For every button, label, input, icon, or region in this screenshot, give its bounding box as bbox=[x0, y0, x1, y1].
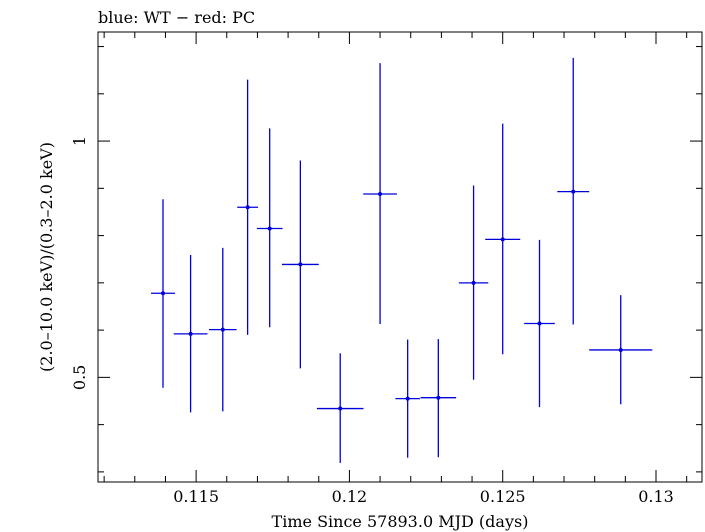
data-point bbox=[208, 247, 237, 412]
data-point bbox=[256, 128, 283, 328]
point-marker bbox=[405, 396, 410, 401]
chart-title: blue: WT − red: PC bbox=[98, 8, 255, 27]
x-axis: 0.115 0.12 0.125 0.13 bbox=[103, 32, 688, 506]
x-tick-label: 0.115 bbox=[173, 487, 219, 506]
x-tick-label: 0.125 bbox=[480, 487, 526, 506]
point-marker bbox=[298, 262, 303, 267]
data-point bbox=[395, 339, 420, 458]
y-tick-label: 0.5 bbox=[70, 365, 89, 390]
point-marker bbox=[571, 189, 576, 194]
point-marker bbox=[160, 291, 165, 296]
data-point bbox=[458, 185, 489, 380]
data-point bbox=[589, 295, 653, 405]
data-point bbox=[363, 63, 397, 324]
point-marker bbox=[220, 327, 225, 332]
data-point bbox=[420, 339, 457, 458]
point-marker bbox=[245, 205, 250, 210]
point-marker bbox=[188, 331, 193, 336]
point-marker bbox=[500, 237, 505, 242]
point-marker bbox=[436, 395, 441, 400]
data-point bbox=[485, 123, 521, 355]
data-point bbox=[281, 160, 319, 369]
y-axis: 0.51 bbox=[70, 46, 702, 473]
data-point bbox=[173, 254, 208, 413]
point-marker bbox=[267, 226, 272, 231]
point-marker bbox=[471, 280, 476, 285]
point-marker bbox=[618, 347, 623, 352]
point-marker bbox=[378, 192, 383, 197]
data-point bbox=[237, 79, 259, 335]
point-marker bbox=[537, 321, 542, 326]
point-marker bbox=[338, 406, 343, 411]
x-tick-label: 0.13 bbox=[638, 487, 674, 506]
x-tick-label: 0.12 bbox=[332, 487, 368, 506]
y-tick-label: 1 bbox=[70, 136, 89, 146]
data-point bbox=[524, 239, 555, 408]
plot-frame bbox=[97, 31, 703, 483]
data-point bbox=[316, 353, 364, 463]
x-axis-label: Time Since 57893.0 MJD (days) bbox=[272, 512, 529, 531]
y-axis-label: (2.0–10.0 keV)/(0.3–2.0 keV) bbox=[37, 142, 56, 372]
data-point bbox=[557, 57, 590, 325]
data-point bbox=[151, 199, 175, 388]
data-series bbox=[151, 57, 653, 463]
